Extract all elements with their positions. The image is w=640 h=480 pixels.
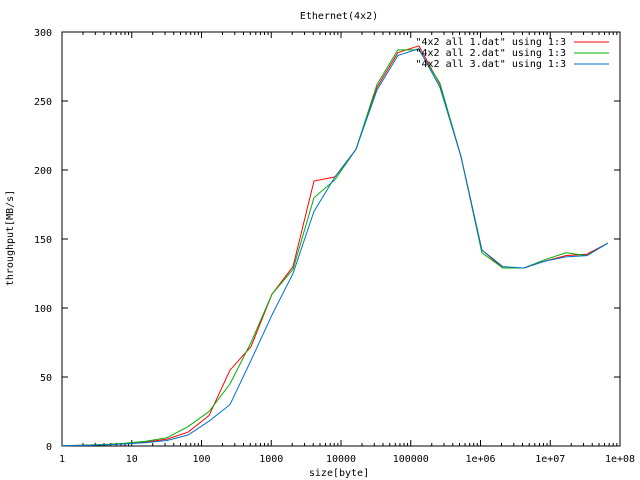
y-tick-label: 0	[46, 442, 52, 453]
y-tick-label: 200	[34, 166, 52, 177]
legend-label-1: "4x2 all 1.dat" using 1:3	[415, 37, 566, 48]
x-tick-label: 100	[192, 454, 210, 465]
axis-ticks: 1 10 100 1000 10000 100000 1e+06 1e+07 1e+08 0 50 1…	[34, 28, 635, 465]
x-axis-label: size[byte]	[309, 468, 369, 479]
x-tick-label: 1000	[259, 454, 283, 465]
y-axis-label: throughput[MB/s]	[5, 190, 16, 286]
y-tick-label: 100	[34, 304, 52, 315]
x-tick-label: 100000	[393, 454, 429, 465]
series-lines	[61, 45, 609, 447]
series-line-3	[61, 47, 609, 447]
y-tick-label: 300	[34, 28, 52, 39]
y-tick-label: 50	[40, 373, 52, 384]
series-line-2	[61, 49, 609, 447]
chart-title: Ethernet(4x2)	[300, 11, 378, 22]
series-line-1	[61, 45, 609, 447]
x-tick-label: 1e+06	[465, 454, 495, 465]
x-tick-label: 1e+07	[535, 454, 565, 465]
y-tick-label: 250	[34, 97, 52, 108]
x-tick-label: 1e+08	[605, 454, 635, 465]
legend: "4x2 all 1.dat" using 1:3"4x2 all 2.dat"…	[415, 37, 609, 70]
legend-label-2: "4x2 all 2.dat" using 1:3	[415, 48, 566, 59]
x-tick-label: 10000	[326, 454, 356, 465]
x-tick-label: 1	[59, 454, 65, 465]
plot-frame	[61, 31, 621, 447]
x-tick-label: 10	[126, 454, 138, 465]
y-tick-label: 150	[34, 235, 52, 246]
legend-label-3: "4x2 all 3.dat" using 1:3	[415, 59, 566, 70]
